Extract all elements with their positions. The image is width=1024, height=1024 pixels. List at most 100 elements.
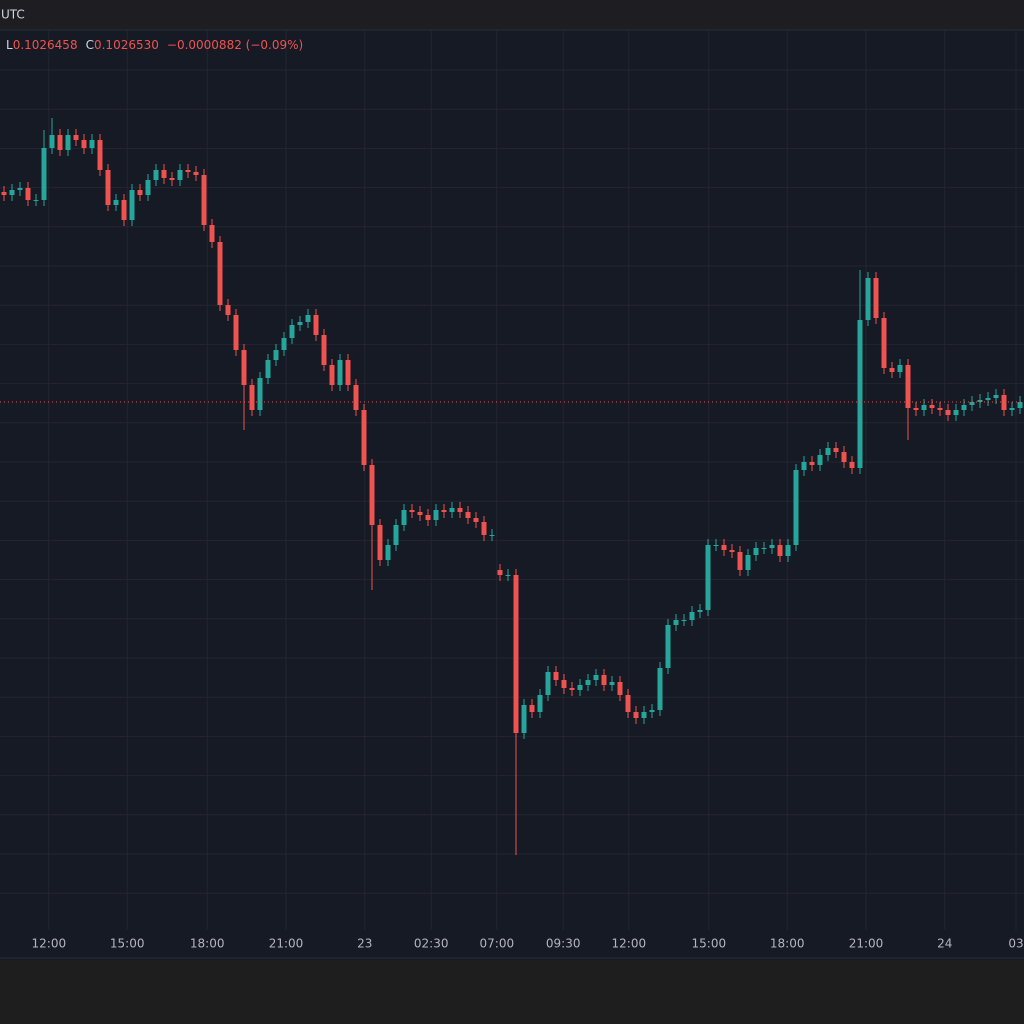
candle-body [929, 405, 935, 408]
candle-body [905, 365, 911, 408]
candle-body [265, 360, 271, 378]
candle-body [337, 360, 343, 385]
x-tick-label: 12:00 [612, 937, 647, 951]
candle-body [49, 135, 55, 148]
candle-body [465, 512, 471, 518]
candle-body [689, 612, 695, 620]
ohlc-value: 0.1026530 [94, 38, 159, 52]
candle-body [433, 510, 439, 520]
candle-body [297, 322, 303, 325]
candle-body [889, 368, 895, 372]
candle-body [417, 512, 423, 515]
candle-body [257, 378, 263, 410]
candle-body [1017, 402, 1023, 408]
candle-body [833, 448, 839, 452]
candle-body [753, 548, 759, 555]
x-tick-label: 15:00 [110, 937, 145, 951]
ohlc-key: L [6, 38, 13, 52]
candle-body [369, 465, 375, 525]
candle-body [897, 365, 903, 372]
candle-body [481, 522, 487, 535]
candle-body [633, 712, 639, 718]
candle-body [305, 315, 311, 322]
candle-body [617, 682, 623, 695]
candle-body [745, 555, 751, 570]
candle-body [697, 610, 703, 612]
candle-body [641, 712, 647, 718]
candle-body [185, 170, 191, 172]
candle-body [857, 320, 863, 468]
candle-body [177, 170, 183, 180]
candle-body [657, 668, 663, 710]
candle-body [993, 395, 999, 398]
candle-body [425, 515, 431, 520]
candle-body [561, 680, 567, 688]
candle-body [153, 170, 159, 180]
candle-body [553, 672, 559, 680]
candle-body [497, 570, 503, 575]
candle-body [409, 510, 415, 512]
ohlc-key: C [86, 38, 94, 52]
candle-body [321, 335, 327, 365]
candle-body [681, 620, 687, 621]
x-tick-label: 12:00 [32, 937, 67, 951]
candle-body [97, 140, 103, 170]
candle-body [505, 575, 511, 576]
candle-body [73, 135, 79, 140]
candle-body [945, 410, 951, 415]
candle-body [289, 325, 295, 338]
candle-body [705, 545, 711, 610]
candle-body [113, 200, 119, 205]
candle-body [625, 695, 631, 712]
candle-body [65, 135, 71, 150]
candle-body [473, 518, 479, 522]
candle-body [241, 350, 247, 385]
candle-body [9, 190, 15, 195]
candle-body [817, 455, 823, 465]
candle-body [249, 385, 255, 410]
plot-area [0, 30, 1024, 960]
candle-body [145, 180, 151, 195]
candle-body [17, 188, 23, 190]
candle-body [385, 545, 391, 560]
candle-body [233, 315, 239, 350]
candle-body [673, 620, 679, 625]
candle-body [513, 575, 519, 733]
candle-body [313, 315, 319, 335]
candle-body [217, 242, 223, 305]
candle-body [737, 552, 743, 570]
candle-body [953, 410, 959, 415]
candle-body [529, 705, 535, 712]
candle-body [593, 675, 599, 680]
candle-body [281, 338, 287, 350]
candle-body [169, 178, 175, 180]
candle-body [193, 172, 199, 175]
x-tick-label: 18:00 [770, 937, 805, 951]
grid [0, 30, 1024, 930]
candle-body [329, 365, 335, 385]
candle-body [457, 508, 463, 512]
candle-body [761, 548, 767, 549]
candle-body [985, 398, 991, 400]
candle-body [57, 135, 63, 150]
candle-body [601, 675, 607, 685]
candle-body [569, 688, 575, 690]
candle-body [25, 188, 31, 200]
candle-body [361, 410, 367, 465]
candle-body [393, 525, 399, 545]
x-tick-label: 23 [357, 937, 372, 951]
candle-body [273, 350, 279, 360]
candle-body [665, 625, 671, 668]
candle-body [961, 405, 967, 410]
x-tick-label: 21:00 [849, 937, 884, 951]
candle-body [649, 710, 655, 712]
candle-body [345, 360, 351, 385]
candle-body [521, 705, 527, 733]
candle-body [41, 148, 47, 200]
candle-body [201, 175, 207, 225]
candle-body [809, 462, 815, 465]
candle-body [1, 192, 7, 195]
x-tick-label: 07:00 [480, 937, 515, 951]
